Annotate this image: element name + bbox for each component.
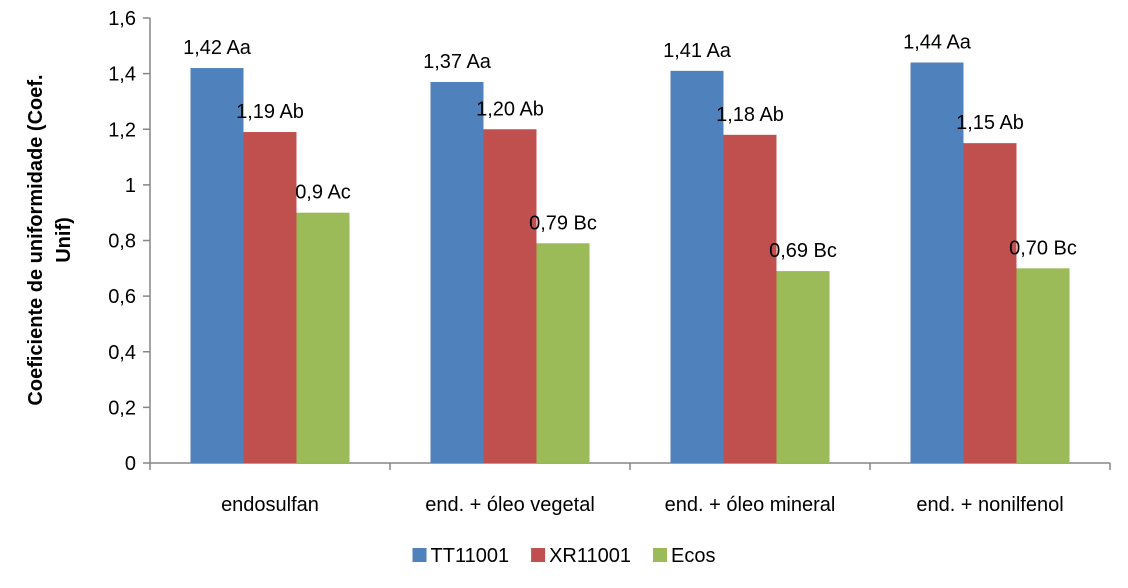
y-axis-title-line-2: Unif) [53, 217, 75, 263]
y-tick-label: 1 [125, 175, 136, 197]
y-tick-label: 1,6 [108, 8, 136, 30]
y-tick-label: 0,8 [108, 231, 136, 253]
y-tick-label: 0,6 [108, 286, 136, 308]
bar [430, 81, 484, 463]
y-tick-label: 0,4 [108, 342, 136, 364]
legend-label: TT11001 [431, 545, 510, 567]
data-label: 1,44 Aa [903, 32, 972, 54]
bar [776, 271, 830, 463]
legend-swatch [653, 548, 668, 562]
x-category-label: endosulfan [221, 494, 319, 516]
legend: TT11001 XR11001 Ecos [412, 545, 715, 567]
bar [910, 62, 964, 463]
y-axis-title: Coeficiente de uniformidade (Coef. Unif) [25, 74, 75, 405]
bar [483, 129, 537, 463]
data-label: 1,19 Ab [236, 101, 304, 123]
legend-swatch [412, 548, 427, 562]
bar [963, 143, 1017, 463]
x-category-label: end. + nonilfenol [916, 494, 1063, 516]
data-label: 1,20 Ab [476, 98, 544, 120]
data-label: 0,69 Bc [769, 240, 837, 262]
y-tick-label: 0,2 [108, 397, 136, 419]
axes: 0 0,2 0,4 0,6 0,8 1 1,2 1,4 1,6 endosulfan end. + … [108, 8, 1111, 516]
bar [1016, 268, 1070, 463]
y-axis-title-line-1: Coeficiente de uniformidade (Coef. [25, 74, 47, 405]
data-label: 0,70 Bc [1009, 237, 1077, 259]
legend-label: Ecos [671, 545, 715, 567]
data-label: 1,37 Aa [423, 51, 492, 73]
bars [190, 62, 1070, 463]
legend-label: XR11001 [549, 545, 631, 567]
y-tick-label: 1,4 [108, 64, 136, 86]
data-label: 1,41 Aa [663, 40, 732, 62]
data-label: 0,9 Ac [295, 182, 351, 204]
data-label: 1,15 Ab [956, 112, 1024, 134]
bar [190, 68, 244, 463]
y-tick-label: 1,2 [108, 119, 136, 141]
bar [723, 134, 777, 463]
y-tick-label: 0 [125, 453, 136, 475]
bar [243, 132, 297, 463]
bar [296, 212, 350, 463]
legend-swatch [531, 548, 546, 562]
bar [670, 70, 724, 463]
x-category-label: end. + óleo mineral [665, 494, 836, 516]
data-label: 1,42 Aa [183, 37, 252, 59]
bar [536, 243, 590, 463]
data-label: 0,79 Bc [529, 212, 597, 234]
data-label: 1,18 Ab [716, 104, 784, 126]
x-category-label: end. + óleo vegetal [425, 494, 595, 516]
data-labels: 1,42 Aa 1,37 Aa 1,41 Aa 1,44 Aa 1,19 Ab 1,20 … [183, 32, 1077, 263]
